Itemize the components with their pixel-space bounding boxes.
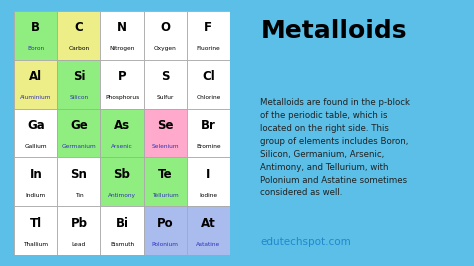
- Text: N: N: [117, 21, 127, 34]
- Bar: [187, 157, 230, 206]
- Bar: [100, 157, 144, 206]
- Text: Metalloids are found in the p-block
of the periodic table, which is
located on t: Metalloids are found in the p-block of t…: [260, 98, 410, 197]
- Text: Polonium: Polonium: [152, 242, 179, 247]
- Text: Ge: Ge: [70, 119, 88, 132]
- Text: Tellurium: Tellurium: [152, 193, 179, 198]
- Text: Tin: Tin: [74, 193, 83, 198]
- Text: Chlorine: Chlorine: [196, 95, 220, 100]
- Bar: [14, 60, 57, 109]
- Text: O: O: [160, 21, 170, 34]
- Text: Germanium: Germanium: [62, 144, 96, 149]
- Text: Lead: Lead: [72, 242, 86, 247]
- Text: In: In: [29, 168, 42, 181]
- Text: Oxygen: Oxygen: [154, 46, 176, 51]
- Text: Se: Se: [157, 119, 173, 132]
- Bar: [14, 157, 57, 206]
- Text: Sb: Sb: [114, 168, 130, 181]
- Text: Astatine: Astatine: [196, 242, 220, 247]
- Text: Phosphorus: Phosphorus: [105, 95, 139, 100]
- Text: Arsenic: Arsenic: [111, 144, 133, 149]
- Bar: [187, 109, 230, 157]
- Bar: [187, 60, 230, 109]
- Text: P: P: [118, 70, 127, 83]
- Text: Te: Te: [158, 168, 173, 181]
- Bar: [144, 109, 187, 157]
- Text: Ga: Ga: [27, 119, 45, 132]
- Bar: [187, 11, 230, 60]
- Text: Metalloids: Metalloids: [260, 19, 407, 43]
- Text: Bromine: Bromine: [196, 144, 220, 149]
- Bar: [144, 157, 187, 206]
- Text: edutechspot.com: edutechspot.com: [260, 237, 351, 247]
- Text: Sulfur: Sulfur: [156, 95, 174, 100]
- Text: Po: Po: [157, 217, 173, 230]
- Bar: [57, 109, 100, 157]
- Text: Indium: Indium: [26, 193, 46, 198]
- Text: Antimony: Antimony: [108, 193, 136, 198]
- Bar: [57, 60, 100, 109]
- Text: Silicon: Silicon: [69, 95, 89, 100]
- Text: Iodine: Iodine: [199, 193, 218, 198]
- Text: Cl: Cl: [202, 70, 215, 83]
- Bar: [100, 109, 144, 157]
- Text: Selenium: Selenium: [151, 144, 179, 149]
- Text: B: B: [31, 21, 40, 34]
- Bar: [100, 60, 144, 109]
- Text: S: S: [161, 70, 169, 83]
- Text: Si: Si: [73, 70, 85, 83]
- Text: Pb: Pb: [71, 217, 87, 230]
- Text: F: F: [204, 21, 212, 34]
- Text: Al: Al: [29, 70, 42, 83]
- Bar: [57, 11, 100, 60]
- Text: Carbon: Carbon: [68, 46, 90, 51]
- Text: Tl: Tl: [30, 217, 42, 230]
- Bar: [14, 11, 57, 60]
- Bar: [144, 11, 187, 60]
- Bar: [100, 11, 144, 60]
- Bar: [144, 206, 187, 255]
- Text: Bi: Bi: [116, 217, 128, 230]
- Text: I: I: [206, 168, 210, 181]
- Text: As: As: [114, 119, 130, 132]
- Bar: [14, 206, 57, 255]
- Text: Sn: Sn: [71, 168, 87, 181]
- Text: Br: Br: [201, 119, 216, 132]
- Text: Nitrogen: Nitrogen: [109, 46, 135, 51]
- Text: Boron: Boron: [27, 46, 45, 51]
- Bar: [100, 206, 144, 255]
- Text: Gallium: Gallium: [25, 144, 47, 149]
- Bar: [187, 206, 230, 255]
- Text: Aluminium: Aluminium: [20, 95, 52, 100]
- Text: At: At: [201, 217, 216, 230]
- Bar: [57, 206, 100, 255]
- Text: C: C: [74, 21, 83, 34]
- Bar: [57, 157, 100, 206]
- Text: Thallium: Thallium: [23, 242, 48, 247]
- Text: Bismuth: Bismuth: [110, 242, 134, 247]
- Bar: [144, 60, 187, 109]
- Bar: [14, 109, 57, 157]
- Text: Fluorine: Fluorine: [196, 46, 220, 51]
